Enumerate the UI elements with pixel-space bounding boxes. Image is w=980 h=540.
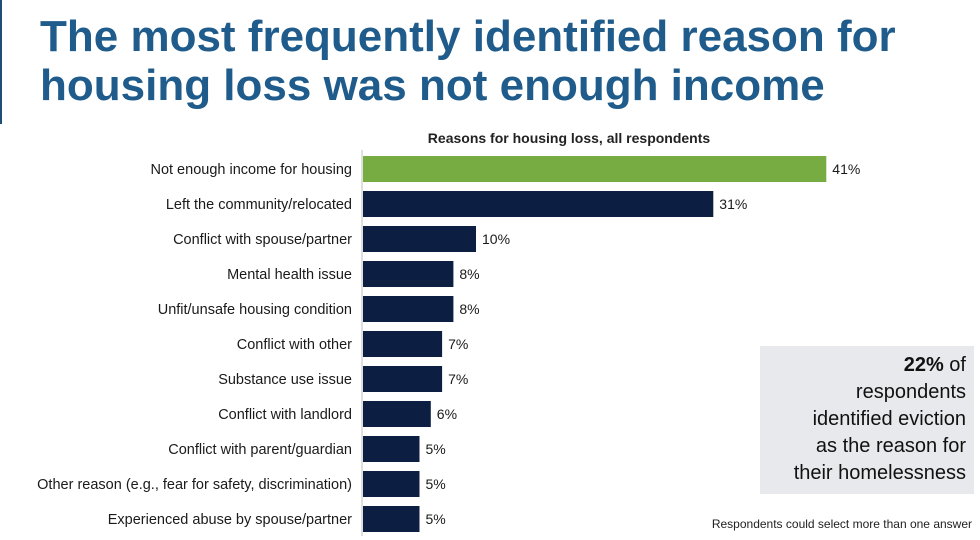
bar [363, 226, 476, 252]
category-label: Experienced abuse by spouse/partner [108, 512, 352, 528]
bar-value-label: 5% [426, 511, 446, 527]
bar-value-label: 5% [426, 476, 446, 492]
category-label: Conflict with spouse/partner [173, 232, 352, 248]
category-label: Unfit/unsafe housing condition [158, 302, 352, 318]
bar-value-label: 8% [459, 301, 479, 317]
bar-chart: Not enough income for housing 41% Left the… [37, 150, 860, 536]
bar-value-label: 8% [459, 266, 479, 282]
footnote: Respondents could select more than one a… [711, 517, 972, 531]
bar-value-label: 41% [832, 161, 860, 177]
category-label: Mental health issue [227, 267, 352, 283]
category-label: Other reason (e.g., fear for safety, dis… [37, 477, 352, 493]
bar [363, 296, 454, 322]
bar-value-label: 10% [482, 231, 510, 247]
category-label: Conflict with parent/guardian [168, 442, 352, 458]
callout-stat: 22% [903, 354, 944, 376]
category-label: Left the community/relocated [166, 197, 352, 213]
slide-title: The most frequently identified reason fo… [40, 12, 970, 110]
bar [363, 331, 443, 357]
chart-title: Reasons for housing loss, all respondent… [427, 130, 711, 146]
bar [363, 506, 420, 532]
callout-line-1: 22% of [760, 352, 966, 379]
accent-line [0, 0, 2, 124]
bar [363, 471, 420, 497]
callout-stat-suffix: of [943, 354, 966, 376]
callout-line-4: as the reason for [815, 435, 966, 457]
title-line-2: housing loss was not enough income [40, 61, 825, 110]
bar [363, 156, 827, 182]
bar-value-label: 5% [426, 441, 446, 457]
callout-line-2: respondents [855, 381, 966, 403]
bar [363, 261, 454, 287]
bar-value-label: 7% [448, 371, 468, 387]
title-line-1: The most frequently identified reason fo… [40, 12, 896, 61]
category-label: Not enough income for housing [150, 162, 352, 178]
bar-value-label: 31% [719, 196, 747, 212]
category-label: Conflict with landlord [218, 407, 352, 423]
category-label: Substance use issue [218, 372, 352, 388]
callout-line-3: identified eviction [812, 408, 966, 430]
bar-value-label: 6% [437, 406, 457, 422]
eviction-callout: 22% of respondents identified eviction a… [760, 346, 974, 494]
bar [363, 401, 431, 427]
category-label: Conflict with other [237, 337, 352, 353]
bar [363, 191, 714, 217]
bar-value-label: 7% [448, 336, 468, 352]
bar [363, 436, 420, 462]
callout-line-5: their homelessness [793, 462, 966, 484]
bar [363, 366, 443, 392]
